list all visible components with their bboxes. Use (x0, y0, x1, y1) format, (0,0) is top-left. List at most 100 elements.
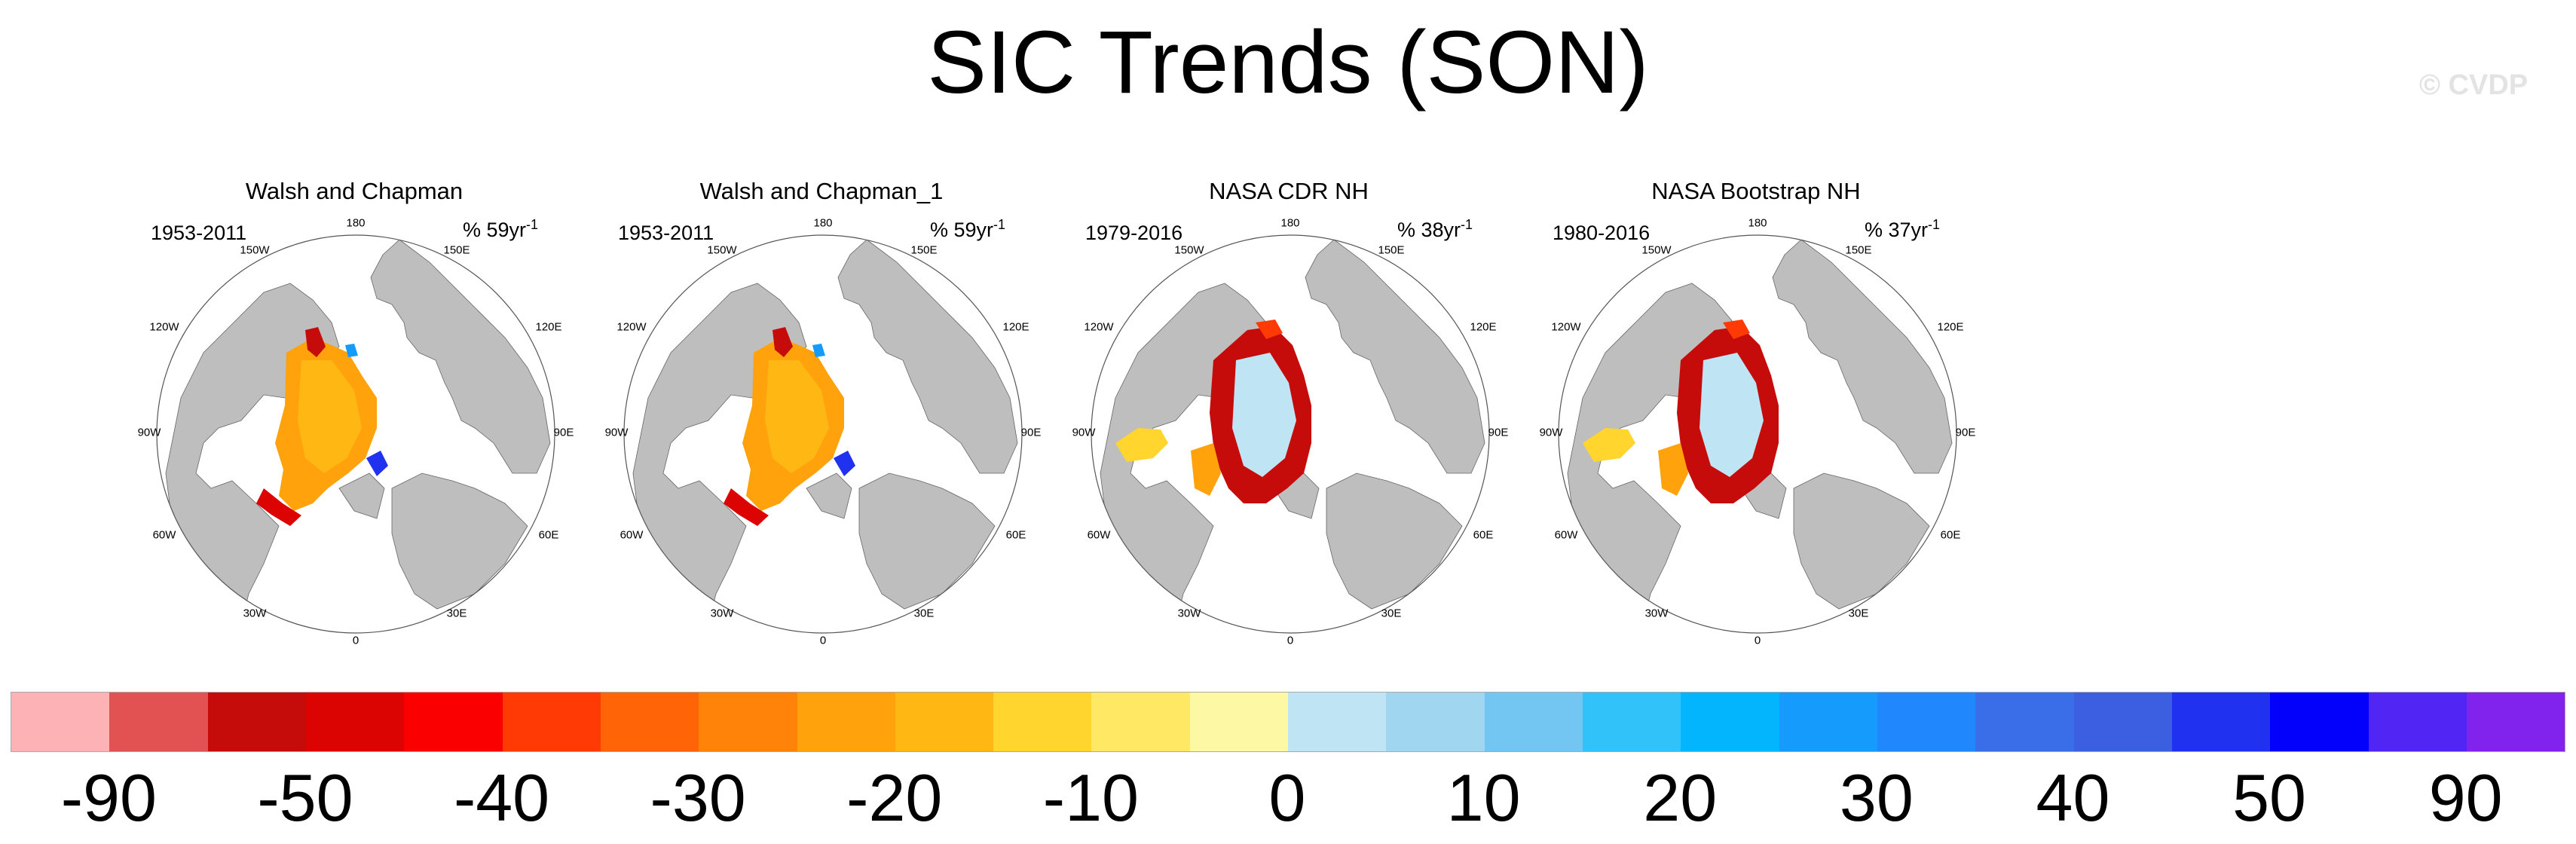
longitude-label: 180 (813, 216, 833, 230)
colorbar-tick-label: -50 (257, 760, 353, 835)
panel-title: Walsh and Chapman_1 (699, 178, 944, 204)
colorbar-tick-label: 20 (1643, 760, 1718, 835)
trend-field-baffin (1191, 443, 1221, 496)
panel-period: 1953-2011 (618, 222, 714, 244)
trend-field-light-positive (1232, 353, 1296, 477)
panel-units: % 37yr-1 (1864, 217, 1940, 241)
longitude-label: 120W (149, 320, 179, 334)
trend-field-baffin (1658, 443, 1688, 496)
longitude-label: 30W (1644, 607, 1669, 620)
panel-units: % 59yr-1 (929, 217, 1005, 241)
longitude-label: 120W (1084, 320, 1114, 334)
map-panel: NASA Bootstrap NH 1980-2016 % 37yr-1 180 150… (1540, 172, 1976, 654)
trend-field-positive-2 (345, 344, 358, 357)
trend-field-strong-2 (724, 488, 769, 526)
map-panel: Walsh and Chapman_1 1953-2011 % 59yr-1 180 1… (605, 172, 1042, 654)
map-boundary (156, 234, 555, 634)
longitude-label: 60W (152, 528, 176, 542)
longitude-label: 60E (1473, 528, 1494, 542)
longitude-label: 120E (535, 320, 562, 334)
longitude-label: 120E (1937, 320, 1964, 334)
colorbar-box (1877, 693, 1976, 751)
panel-period: 1980-2016 (1553, 222, 1651, 244)
map-boundary (623, 234, 1023, 634)
longitude-label: 60E (1940, 528, 1961, 542)
trend-field-hudson (1115, 428, 1168, 462)
longitude-label: 90W (604, 426, 629, 439)
longitude-label: 90E (1488, 426, 1509, 439)
trend-field-chukchi (1256, 320, 1283, 339)
longitude-label: 120W (1551, 320, 1581, 334)
longitude-label: 180 (1748, 216, 1767, 230)
polar-stereographic-map (1091, 234, 1490, 634)
longitude-label: 30W (243, 607, 267, 620)
colorbar-tick-label: 50 (2232, 760, 2307, 835)
colorbar-box (2073, 693, 2172, 751)
longitude-label: 150W (707, 243, 737, 257)
longitude-label: 30W (710, 607, 734, 620)
colorbar-box (2270, 693, 2369, 751)
colorbar-box (1583, 693, 1681, 751)
colorbar-box (109, 693, 208, 751)
longitude-label: 120W (616, 320, 647, 334)
trend-field-chukchi (1723, 320, 1750, 339)
longitude-label: 60W (620, 528, 644, 542)
longitude-label: 90E (1955, 426, 1976, 439)
trend-field-light-positive (1699, 353, 1764, 477)
panel-title: NASA CDR NH (1209, 178, 1369, 204)
colorbar-box (699, 693, 797, 751)
trend-field-core (765, 360, 829, 473)
colorbar-box (1484, 693, 1583, 751)
colorbar-tick-label: -30 (650, 760, 746, 835)
longitude-label: 0 (352, 634, 359, 647)
longitude-label: 90W (137, 426, 161, 439)
trend-field-positive-2 (812, 344, 825, 357)
colorbar-box (2171, 693, 2271, 751)
longitude-label: 150E (1378, 243, 1405, 257)
longitude-label: 150E (910, 243, 938, 257)
land-mask (1100, 239, 1485, 625)
longitude-label: 60E (538, 528, 559, 542)
trend-field-core (298, 360, 362, 473)
longitude-label: 150E (1845, 243, 1872, 257)
land-mask (165, 239, 551, 625)
colorbar-box (600, 693, 699, 751)
colorbar-box (1681, 693, 1779, 751)
land-mask (1567, 239, 1953, 625)
longitude-label: 30E (1848, 607, 1869, 620)
colorbar-box (11, 693, 110, 751)
map-panel: Walsh and Chapman 1953-2011 % 59yr-1 180 150… (138, 172, 574, 654)
colorbar-box (1189, 693, 1289, 751)
map-boundary (1558, 234, 1957, 634)
longitude-label: 150W (240, 243, 270, 257)
colorbar-box (305, 693, 405, 751)
longitude-label: 0 (819, 634, 827, 647)
colorbar-box (1975, 693, 2074, 751)
map-panel: NASA CDR NH 1979-2016 % 38yr-1 180 150W 150E 1… (1072, 172, 1509, 654)
panel-title: NASA Bootstrap NH (1651, 178, 1861, 204)
colorbar-tick-label: 0 (1268, 760, 1306, 835)
longitude-label: 60E (1005, 528, 1026, 542)
panel-units: % 38yr-1 (1397, 217, 1473, 241)
polar-stereographic-map (156, 234, 555, 634)
map-boundary (1091, 234, 1490, 634)
colorbar-box (207, 693, 306, 751)
longitude-label: 90E (553, 426, 574, 439)
trend-field-positive (834, 451, 855, 476)
longitude-label: 0 (1754, 634, 1761, 647)
trend-field-strong (305, 327, 326, 357)
longitude-label: 150W (1174, 243, 1204, 257)
colorbar-tick-label: -20 (846, 760, 943, 835)
longitude-label: 180 (1280, 216, 1300, 230)
colorbar-box (1288, 693, 1387, 751)
land-mask (632, 239, 1018, 625)
longitude-label: 30W (1177, 607, 1201, 620)
longitude-label: 90E (1020, 426, 1042, 439)
colorbar-tick-label: 10 (1446, 760, 1521, 835)
polar-stereographic-map (1558, 234, 1957, 634)
longitude-label: 0 (1286, 634, 1294, 647)
panel-period: 1953-2011 (151, 222, 247, 244)
colorbar-box (502, 693, 601, 751)
longitude-label: 120E (1002, 320, 1029, 334)
panel-period: 1979-2016 (1085, 222, 1183, 244)
